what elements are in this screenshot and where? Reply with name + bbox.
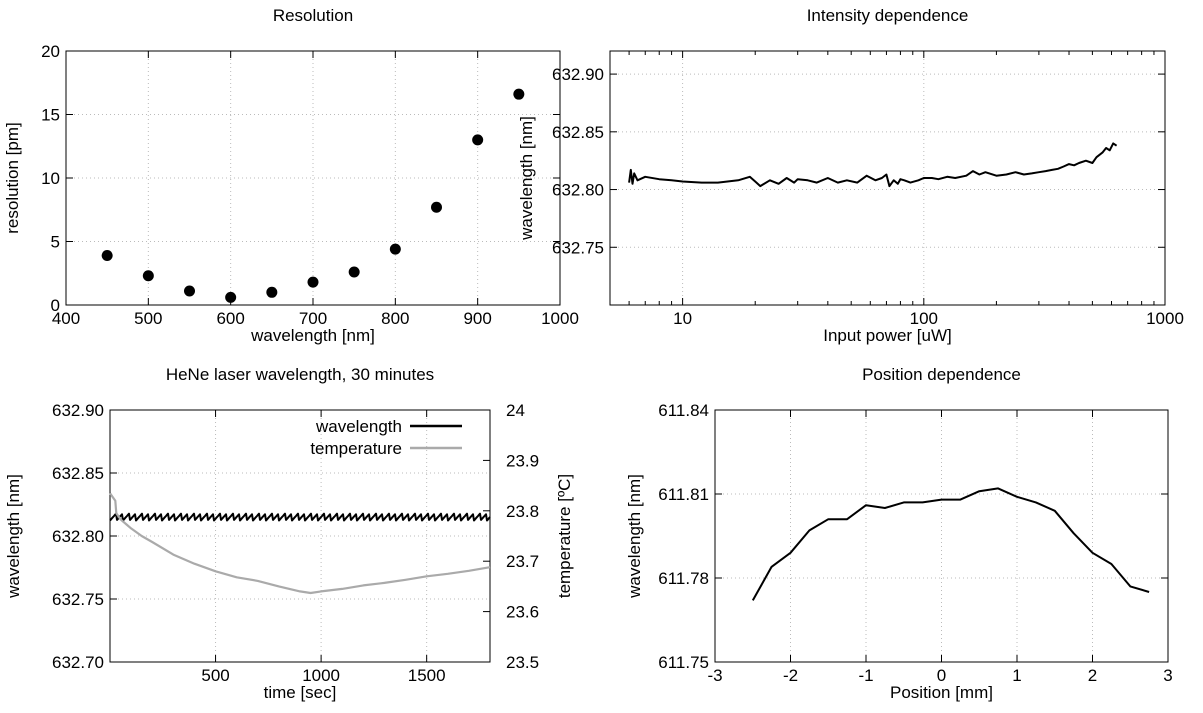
y-axis-label: resolution [pm] (3, 122, 22, 234)
data-point (348, 266, 360, 278)
y-tick-label: 10 (41, 169, 60, 188)
series-line (628, 142, 1118, 188)
x-tick-label: 700 (299, 309, 327, 328)
legend-label: wavelength (315, 417, 402, 436)
y2-tick-label: 23.6 (506, 603, 539, 622)
y-tick-label: 5 (51, 233, 60, 252)
chart-title: Position dependence (862, 365, 1021, 384)
data-point (225, 291, 237, 303)
data-point (142, 270, 154, 282)
data-point (513, 88, 525, 100)
x-tick-label: 1000 (1146, 309, 1184, 328)
x-tick-label: 100 (910, 309, 938, 328)
chart-p2: 10 100 1000 632.75 632.80 632.85 632.90 Intensi… (517, 6, 1184, 345)
x-axis-label: time [sec] (264, 683, 337, 702)
plot-frame (609, 50, 1166, 306)
y-tick-label: 632.80 (52, 527, 104, 546)
y-tick-label: 632.90 (52, 401, 104, 420)
y2-tick-label: 24 (506, 401, 525, 420)
chart-p1: 400 500 600 700 800 900 1000 0 5 10 15 20 Resolution… (3, 6, 579, 345)
x-tick-label: 500 (201, 666, 229, 685)
y-tick-label: 611.78 (658, 569, 709, 588)
chart-title: HeNe laser wavelength, 30 minutes (166, 365, 434, 384)
x-tick-label: 1000 (541, 309, 579, 328)
x-tick-label: 400 (52, 309, 80, 328)
x-tick-label: 800 (381, 309, 409, 328)
y2-tick-label: 23.7 (506, 552, 539, 571)
x-axis-label: Position [mm] (890, 683, 993, 702)
x-axis-label: Input power [uW] (823, 326, 952, 345)
y-axis-label: wavelength [nm] (4, 474, 23, 599)
y-tick-label: 611.75 (658, 653, 709, 672)
x-tick-label: 2 (1088, 666, 1097, 685)
x-tick-label: 10 (673, 309, 692, 328)
x-tick-label: 600 (216, 309, 244, 328)
x-axis-label: wavelength [nm] (250, 326, 375, 345)
y-tick-label: 632.90 (552, 65, 604, 84)
plot-frame (65, 50, 561, 306)
series-line (751, 487, 1150, 601)
x-tick-label: 1000 (302, 666, 340, 685)
x-tick-label: -1 (858, 666, 873, 685)
series-line-temperature (109, 492, 491, 595)
y-tick-label: 611.84 (658, 401, 709, 420)
chart-p3: 500 1000 1500 632.70 632.75 632.80 632.85 632.9… (4, 365, 574, 702)
y-tick-label: 632.70 (52, 653, 104, 672)
y2-tick-label: 23.9 (506, 451, 539, 470)
y2-axis-label: temperature [ºC] (555, 474, 574, 598)
y-tick-label: 632.80 (552, 181, 604, 200)
x-tick-label: 0 (937, 666, 946, 685)
chart-p4: -3 -2 -1 0 1 2 3 611.75 611.78 611.81 611.84 Positi… (625, 365, 1173, 702)
legend-label: temperature (310, 439, 402, 458)
data-point (389, 243, 401, 255)
chart-title: Intensity dependence (807, 6, 969, 25)
data-point (307, 276, 319, 288)
x-tick-label: 1 (1012, 666, 1021, 685)
y-tick-label: 0 (51, 296, 60, 315)
x-tick-label: 900 (463, 309, 491, 328)
y-axis-label: wavelength [nm] (517, 116, 536, 241)
y2-tick-label: 23.5 (506, 653, 539, 672)
x-tick-label: 3 (1163, 666, 1172, 685)
data-point (266, 286, 278, 298)
x-tick-label: -2 (783, 666, 798, 685)
y-tick-label: 20 (41, 42, 60, 61)
x-tick-label: 500 (134, 309, 162, 328)
y-tick-label: 632.75 (552, 238, 604, 257)
y-tick-label: 15 (41, 106, 60, 125)
data-point (184, 285, 195, 297)
y-tick-label: 632.85 (52, 464, 104, 483)
y2-tick-label: 23.8 (506, 502, 539, 521)
plot-frame (714, 409, 1169, 663)
y-tick-label: 632.75 (52, 590, 104, 609)
y-tick-label: 632.85 (552, 123, 604, 142)
x-tick-label: 1500 (408, 666, 446, 685)
data-point (431, 201, 442, 213)
y-tick-label: 611.81 (658, 485, 709, 504)
series-line-wavelength (109, 512, 491, 522)
x-tick-label: -3 (707, 666, 722, 685)
chart-title: Resolution (273, 6, 353, 25)
data-point (472, 134, 484, 146)
data-point (101, 249, 113, 261)
y-axis-label: wavelength [nm] (625, 474, 644, 599)
